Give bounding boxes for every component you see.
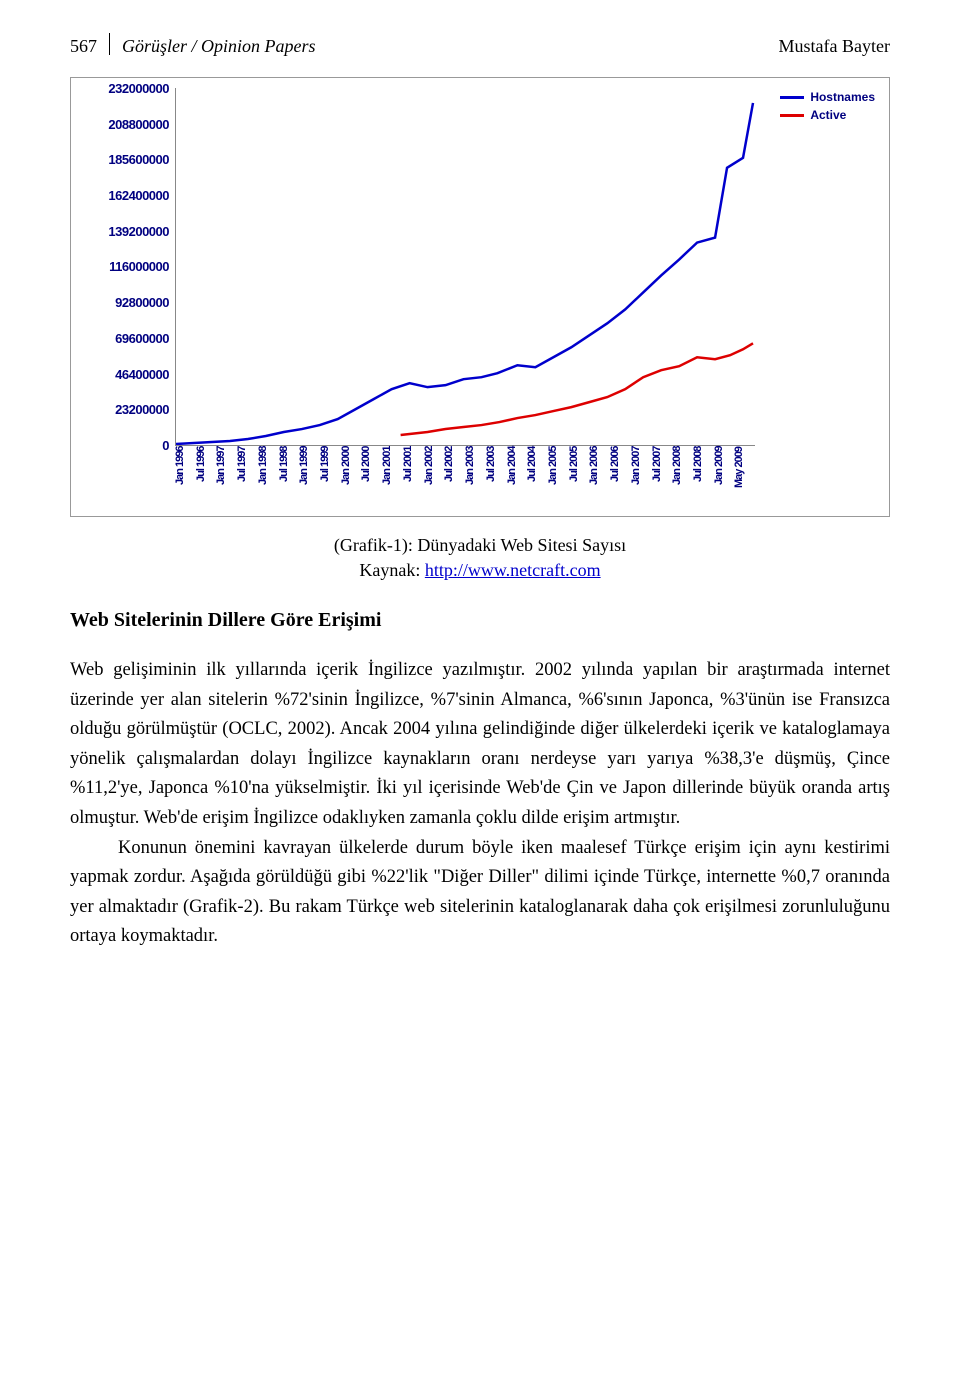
line-active bbox=[401, 343, 753, 435]
author-name: Mustafa Bayter bbox=[779, 36, 890, 57]
chart-caption: (Grafik-1): Dünyadaki Web Sitesi Sayısı bbox=[70, 535, 890, 556]
legend-item-active: Active bbox=[780, 108, 875, 122]
x-tick: Jan 2007 bbox=[631, 447, 652, 507]
x-tick: Jul 2002 bbox=[444, 447, 465, 507]
x-tick: Jan 1999 bbox=[299, 447, 320, 507]
source-prefix: Kaynak: bbox=[359, 560, 424, 580]
legend-label: Active bbox=[810, 108, 846, 122]
line-hostnames bbox=[176, 103, 753, 444]
x-tick: Jul 2006 bbox=[610, 447, 631, 507]
x-tick: Jan 2009 bbox=[714, 447, 735, 507]
x-tick: Jan 2008 bbox=[672, 447, 693, 507]
x-tick: Jan 1997 bbox=[216, 447, 237, 507]
x-tick: Jul 2004 bbox=[527, 447, 548, 507]
y-tick: 162400000 bbox=[75, 189, 175, 202]
body-text: Web gelişiminin ilk yıllarında içerik İn… bbox=[70, 656, 890, 952]
legend-label: Hostnames bbox=[810, 90, 875, 104]
legend-swatch bbox=[780, 114, 804, 117]
section-title: Görüşler / Opinion Papers bbox=[122, 36, 316, 57]
y-tick: 116000000 bbox=[75, 260, 175, 273]
x-tick: Jul 2003 bbox=[486, 447, 507, 507]
x-tick: Jan 2001 bbox=[382, 447, 403, 507]
y-tick: 232000000 bbox=[75, 82, 175, 95]
legend-item-hostnames: Hostnames bbox=[780, 90, 875, 104]
x-tick: Jan 2002 bbox=[424, 447, 445, 507]
x-tick: Jul 2005 bbox=[569, 447, 590, 507]
y-tick: 92800000 bbox=[75, 296, 175, 309]
x-tick: Jan 1996 bbox=[175, 447, 196, 507]
x-tick: Jul 2008 bbox=[693, 447, 714, 507]
x-tick: Jan 2006 bbox=[589, 447, 610, 507]
y-tick: 185600000 bbox=[75, 153, 175, 166]
x-tick: Jul 2000 bbox=[361, 447, 382, 507]
x-tick: Jan 1998 bbox=[258, 447, 279, 507]
x-tick: May 2009 bbox=[734, 447, 755, 507]
source-link[interactable]: http://www.netcraft.com bbox=[425, 560, 601, 580]
x-tick: Jul 2007 bbox=[652, 447, 673, 507]
paragraph: Web gelişiminin ilk yıllarında içerik İn… bbox=[70, 656, 890, 834]
chart-source: Kaynak: http://www.netcraft.com bbox=[70, 560, 890, 581]
y-axis: 232000000 208800000 185600000 162400000 … bbox=[75, 82, 175, 452]
x-tick: Jan 2004 bbox=[507, 447, 528, 507]
y-tick: 208800000 bbox=[75, 118, 175, 131]
y-tick: 69600000 bbox=[75, 332, 175, 345]
legend-swatch bbox=[780, 96, 804, 99]
x-tick: Jul 2001 bbox=[403, 447, 424, 507]
x-tick: Jan 2003 bbox=[465, 447, 486, 507]
y-tick: 46400000 bbox=[75, 368, 175, 381]
x-tick: Jul 1996 bbox=[196, 447, 217, 507]
paragraph: Konunun önemini kavrayan ülkelerde durum… bbox=[70, 834, 890, 952]
x-tick: Jul 1999 bbox=[320, 447, 341, 507]
x-tick: Jan 2005 bbox=[548, 447, 569, 507]
section-heading: Web Sitelerinin Dillere Göre Erişimi bbox=[70, 609, 890, 632]
x-axis: Jan 1996 Jul 1996 Jan 1997 Jul 1997 Jan … bbox=[175, 447, 755, 507]
x-tick: Jul 1998 bbox=[279, 447, 300, 507]
legend: Hostnames Active bbox=[780, 90, 875, 126]
y-tick: 23200000 bbox=[75, 403, 175, 416]
page-number: 567 bbox=[70, 36, 97, 57]
page-header: 567 Görüşler / Opinion Papers Mustafa Ba… bbox=[70, 30, 890, 57]
header-divider bbox=[109, 33, 110, 55]
plot-area bbox=[175, 88, 755, 446]
y-tick: 0 bbox=[75, 439, 175, 452]
x-tick: Jan 2000 bbox=[341, 447, 362, 507]
y-tick: 139200000 bbox=[75, 225, 175, 238]
x-tick: Jul 1997 bbox=[237, 447, 258, 507]
chart-container: 232000000 208800000 185600000 162400000 … bbox=[70, 77, 890, 517]
